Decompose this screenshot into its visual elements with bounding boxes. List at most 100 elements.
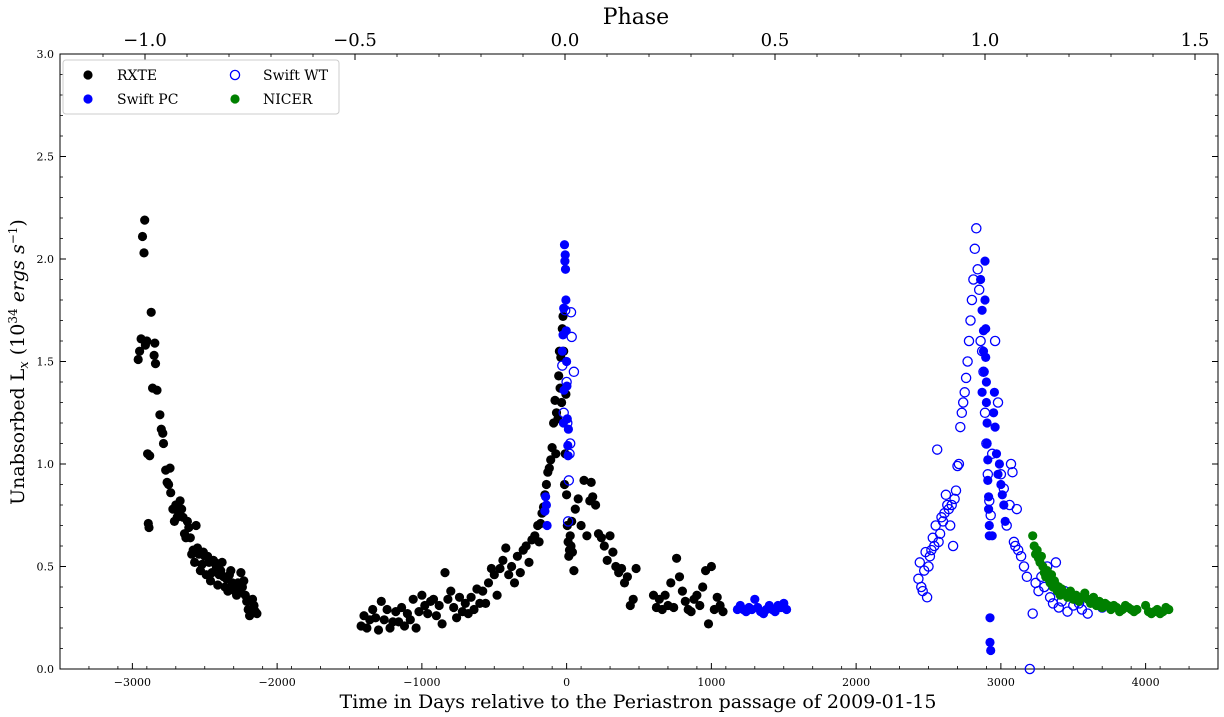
data-points — [133, 215, 1174, 675]
x-axis-ticks: −3000 −2000 −1000 0 1000 2000 3000 4000 — [59, 663, 1219, 689]
data-point — [982, 438, 992, 449]
data-point — [631, 563, 641, 574]
data-point — [379, 615, 389, 625]
data-point — [569, 566, 579, 576]
data-point — [408, 594, 418, 604]
data-point — [975, 335, 986, 347]
data-point — [150, 359, 161, 369]
data-point — [469, 604, 479, 615]
data-point — [1028, 531, 1038, 541]
data-point — [692, 590, 702, 600]
data-point — [576, 520, 586, 531]
x-tick-label: −1000 — [403, 676, 440, 689]
data-point — [666, 578, 676, 588]
data-point — [144, 522, 154, 533]
data-point — [980, 295, 990, 305]
data-point — [998, 483, 1010, 494]
data-point — [1062, 606, 1073, 617]
data-point — [972, 264, 983, 275]
x-tick-label: 4000 — [1132, 676, 1160, 689]
data-point — [431, 611, 441, 621]
data-point — [588, 492, 598, 502]
data-point — [979, 367, 989, 377]
data-point — [1005, 458, 1017, 470]
data-point — [981, 324, 991, 334]
data-point — [145, 451, 155, 461]
data-point — [239, 576, 249, 586]
y-axis-title: Unabsorbed Lx (1034 ergs s−1) — [6, 219, 32, 505]
data-point — [591, 500, 601, 510]
data-point — [443, 594, 453, 604]
data-point — [563, 475, 575, 486]
x-axis-title: Time in Days relative to the Periastron … — [340, 691, 937, 713]
data-point — [968, 274, 979, 285]
data-point — [782, 604, 792, 615]
data-point — [541, 500, 552, 510]
data-point — [452, 613, 462, 623]
data-point — [973, 284, 985, 296]
legend: RXTE Swift WT Swift PC NICER — [62, 59, 340, 115]
data-point — [158, 438, 169, 449]
data-point — [979, 407, 991, 419]
data-point — [952, 460, 963, 472]
series-swift-pc — [540, 240, 1010, 656]
series-rxte — [133, 215, 728, 635]
data-point — [966, 294, 978, 306]
data-point — [213, 580, 223, 590]
data-point — [252, 609, 262, 619]
data-point — [142, 336, 152, 346]
data-point — [562, 417, 573, 429]
series-nicer — [1028, 531, 1174, 619]
y-tick-label: 1.0 — [37, 458, 55, 471]
y-tick-label: 1.5 — [37, 356, 55, 369]
data-point — [509, 578, 520, 588]
data-point — [544, 463, 554, 473]
data-point — [1050, 557, 1062, 568]
data-point — [558, 407, 569, 419]
data-point — [605, 531, 615, 541]
data-point — [978, 366, 989, 378]
y-axis-title-units-open: (10 — [7, 324, 29, 362]
data-point — [561, 326, 571, 336]
data-point — [669, 602, 679, 613]
data-point — [984, 520, 994, 531]
data-point — [959, 387, 970, 398]
data-point — [950, 485, 962, 496]
data-point — [985, 613, 995, 623]
data-point — [599, 541, 609, 551]
data-point — [944, 520, 956, 531]
data-point — [454, 592, 465, 602]
data-point — [507, 561, 517, 572]
top-tick-label: 0.5 — [761, 30, 790, 51]
data-point — [512, 551, 523, 561]
data-point — [146, 307, 156, 317]
data-point — [994, 459, 1005, 469]
legend-marker-swift-pc — [83, 94, 93, 104]
top-tick-label: −1.0 — [123, 30, 167, 51]
data-point — [985, 510, 996, 521]
data-point — [984, 504, 994, 514]
data-point — [449, 602, 459, 613]
data-point — [672, 553, 682, 563]
y-tick-label: 3.0 — [37, 48, 55, 61]
legend-marker-swift-wt — [229, 69, 241, 81]
x-tick-label: 3000 — [987, 676, 1015, 689]
legend-marker-rxte — [83, 70, 93, 80]
data-point — [411, 623, 421, 633]
data-point — [217, 557, 227, 568]
data-point — [579, 475, 589, 485]
x-tick-label: 1000 — [697, 676, 725, 689]
data-point — [924, 551, 936, 562]
data-point — [515, 568, 525, 578]
data-point — [981, 397, 992, 408]
data-point — [557, 360, 568, 371]
data-point — [155, 410, 165, 420]
data-point — [953, 458, 965, 470]
data-point — [686, 607, 696, 617]
data-point — [985, 637, 995, 648]
top-tick-label: 1.5 — [1181, 30, 1210, 51]
data-point — [947, 540, 959, 552]
data-point — [960, 372, 972, 384]
data-point — [559, 385, 569, 395]
